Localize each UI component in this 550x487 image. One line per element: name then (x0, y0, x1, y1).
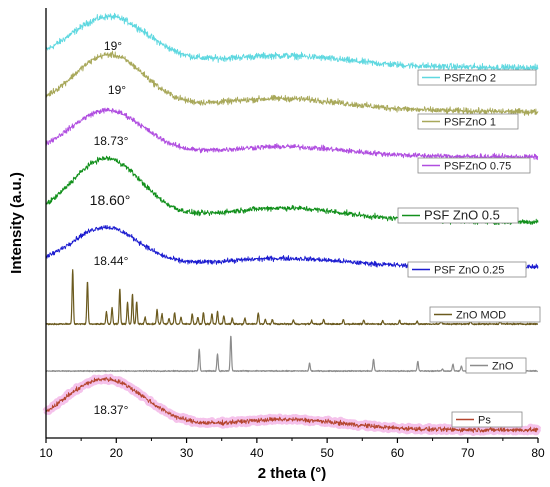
x-tick-label: 30 (180, 446, 194, 460)
legend-label: Ps (478, 415, 491, 427)
legend-box (417, 69, 537, 86)
legend-label: PSF ZnO 0.5 (424, 208, 500, 223)
series-line (45, 376, 539, 433)
x-tick-label: 80 (531, 446, 545, 460)
x-tick-label: 50 (320, 446, 334, 460)
legend-label: ZnO MOD (456, 310, 506, 322)
legend-label: PSFZnO 2 (444, 73, 496, 85)
legend-box (429, 306, 541, 323)
legend-label: PSF ZnO 0.25 (434, 265, 504, 277)
series-line (45, 269, 539, 326)
peak-label: 18.73° (94, 134, 129, 148)
x-tick-label: 10 (39, 446, 53, 460)
x-axis-title: 2 theta (°) (258, 465, 327, 482)
legend-box (465, 357, 527, 374)
peak-label-layer: 19° 19° 18.73° 18.60° 18.44° 18.37° (90, 39, 131, 417)
series-line (45, 107, 539, 161)
series-line (45, 335, 539, 373)
peak-label: 18.37° (94, 403, 129, 417)
legend-label: PSFZnO 0.75 (444, 161, 511, 173)
legend-box (417, 157, 531, 174)
legend-label: ZnO (492, 361, 514, 373)
peak-label: 18.44° (94, 254, 129, 268)
peak-label: 19° (108, 83, 126, 97)
x-tick-label: 70 (461, 446, 475, 460)
legend-box (451, 411, 523, 428)
legend-layer: PSFZnO 2 PSFZnO 1 PSFZnO 0.75 PSF ZnO 0.5 PS… (397, 69, 541, 428)
series-line (45, 50, 539, 116)
x-tick-label: 20 (110, 446, 124, 460)
peak-label: 18.60° (90, 192, 131, 208)
x-tick-label: 40 (250, 446, 264, 460)
series-layer (42, 12, 542, 436)
legend-box (407, 261, 527, 278)
x-tick-label: 60 (391, 446, 405, 460)
series-line (45, 12, 539, 73)
legend-box (417, 113, 519, 130)
peak-label: 19° (104, 39, 122, 53)
legend-box (397, 207, 519, 224)
y-axis-title: Intensity (a.u.) (8, 172, 25, 274)
x-tick-layer: 10 20 30 40 50 60 70 80 (39, 438, 545, 460)
legend-label: PSFZnO 1 (444, 117, 496, 129)
